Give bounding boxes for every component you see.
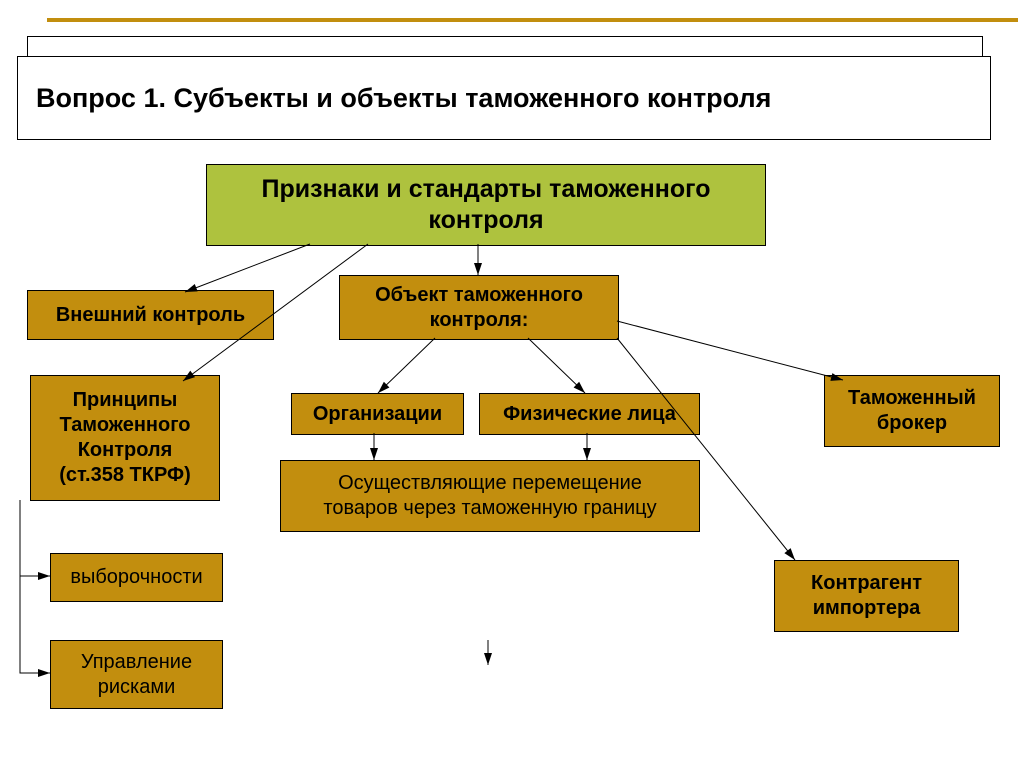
selectivity-label: выборочности: [70, 565, 202, 590]
customs-object-label: Объект таможенногоконтроля:: [375, 283, 583, 333]
individuals-box: Физические лица: [479, 393, 700, 435]
principles-label: ПринципыТаможенногоКонтроля(ст.358 ТКРФ): [59, 388, 191, 488]
customs-broker-box: Таможенныйброкер: [824, 375, 1000, 447]
goods-movement-box: Осуществляющие перемещениетоваров через …: [280, 460, 700, 532]
importer-counterparty-label: Контрагентимпортера: [811, 571, 922, 621]
header-accent-bar: [47, 18, 1018, 22]
page-title: Вопрос 1. Субъекты и объекты таможенного…: [36, 83, 771, 114]
customs-object-box: Объект таможенногоконтроля:: [339, 275, 619, 340]
customs-broker-label: Таможенныйброкер: [848, 386, 976, 436]
risk-management-box: Управлениерисками: [50, 640, 223, 709]
external-control-label: Внешний контроль: [56, 303, 245, 328]
organizations-box: Организации: [291, 393, 464, 435]
title-box-inner: Вопрос 1. Субъекты и объекты таможенного…: [17, 56, 991, 140]
organizations-label: Организации: [313, 402, 442, 427]
selectivity-box: выборочности: [50, 553, 223, 602]
risk-management-label: Управлениерисками: [81, 650, 192, 700]
importer-counterparty-box: Контрагентимпортера: [774, 560, 959, 632]
root-signs-standards-box: Признаки и стандарты таможенногоконтроля: [206, 164, 766, 246]
external-control-box: Внешний контроль: [27, 290, 274, 340]
root-signs-standards-label: Признаки и стандарты таможенногоконтроля: [262, 174, 711, 237]
individuals-label: Физические лица: [503, 402, 676, 427]
principles-box: ПринципыТаможенногоКонтроля(ст.358 ТКРФ): [30, 375, 220, 501]
goods-movement-label: Осуществляющие перемещениетоваров через …: [323, 471, 656, 521]
